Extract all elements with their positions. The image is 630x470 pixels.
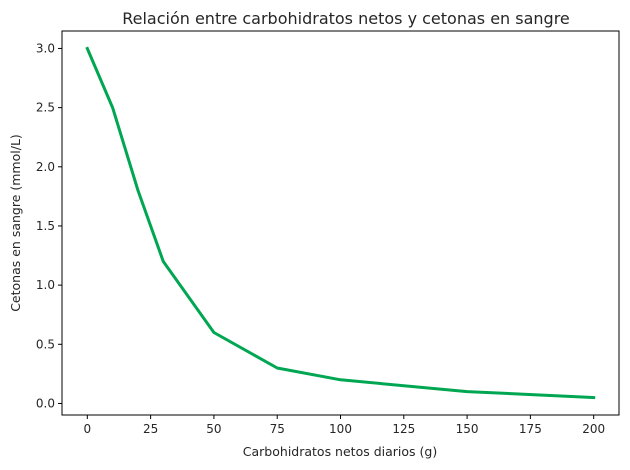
x-tick-label: 50 [206, 422, 221, 436]
chart-title: Relación entre carbohidratos netos y cet… [122, 9, 570, 28]
x-tick-label: 0 [83, 422, 91, 436]
y-tick-label: 0.0 [36, 396, 55, 410]
series-line [85, 46, 596, 400]
x-tick-label: 125 [392, 422, 415, 436]
axes-frame [61, 30, 620, 416]
x-tick-label: 100 [329, 422, 352, 436]
x-tick-label: 75 [270, 422, 285, 436]
y-tick-label: 1.5 [36, 219, 55, 233]
y-axis-label: Cetonas en sangre (mmol/L) [8, 134, 23, 312]
y-tick-label: 3.0 [36, 41, 55, 55]
plot-area [61, 30, 620, 416]
y-tick-label: 2.0 [36, 160, 55, 174]
y-tick-label: 1.0 [36, 278, 55, 292]
series-layer [85, 46, 596, 400]
x-tick-label: 200 [582, 422, 605, 436]
x-tick-label: 150 [456, 422, 479, 436]
x-tick-label: 25 [143, 422, 158, 436]
x-axis-label: Carbohidratos netos diarios (g) [243, 444, 437, 459]
y-tick-label: 0.5 [36, 337, 55, 351]
y-axis-ticks: 0.0 0.5 1.0 1.5 2.0 2.5 3.0 [36, 41, 62, 410]
y-tick-label: 2.5 [36, 101, 55, 115]
x-axis-ticks: 0 25 50 75 100 125 150 175 200 [83, 415, 605, 436]
x-tick-label: 175 [519, 422, 542, 436]
